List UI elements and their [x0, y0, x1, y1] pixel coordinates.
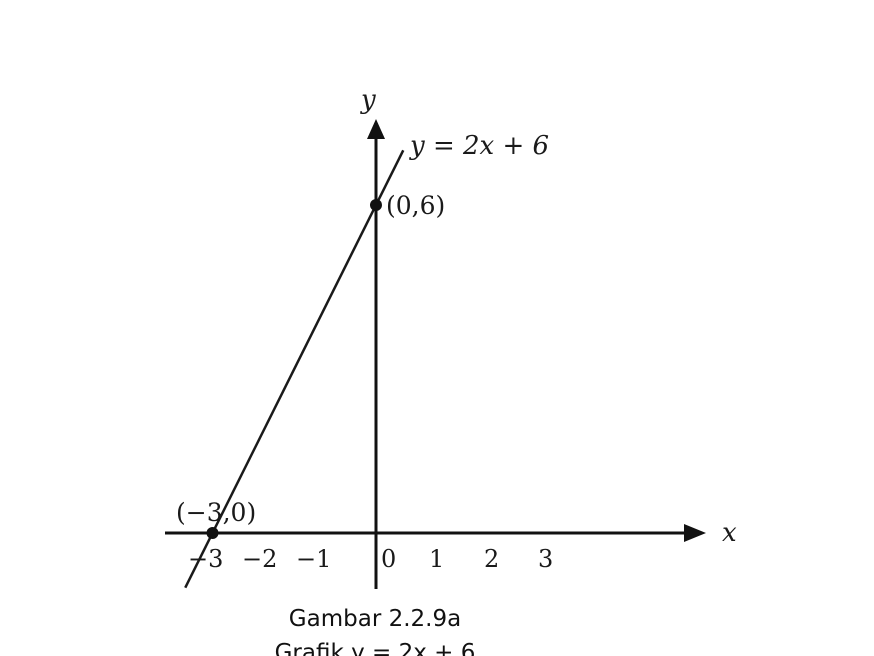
y-axis-arrowhead: [367, 119, 385, 139]
x-axis-label: x: [722, 518, 737, 548]
x-tick-label: 3: [538, 545, 553, 573]
point-label-y-intercept: (0,6): [386, 191, 445, 220]
figure-caption-title: Gambar 2.2.9a: [289, 606, 461, 632]
x-tick-label: −1: [296, 545, 331, 573]
x-tick-label: 0: [381, 545, 396, 573]
point-x-intercept: [206, 527, 219, 539]
y-axis-label: y: [360, 85, 376, 115]
series-label: y = 2x + 6: [409, 131, 549, 161]
point-y-intercept: [370, 199, 382, 211]
series-line-y-2x-6: [184, 149, 405, 589]
x-tick-labels: −3 −2 −1 0 1 2 3: [188, 545, 553, 573]
x-tick-label: −2: [242, 545, 277, 573]
x-tick-label: 1: [429, 545, 444, 573]
x-axis-arrowhead: [684, 524, 706, 542]
figure-caption-subtitle: Grafik y = 2x + 6: [275, 640, 476, 656]
point-label-x-intercept: (−3,0): [176, 498, 256, 527]
axes: [165, 119, 706, 589]
x-tick-label: 2: [484, 545, 499, 573]
